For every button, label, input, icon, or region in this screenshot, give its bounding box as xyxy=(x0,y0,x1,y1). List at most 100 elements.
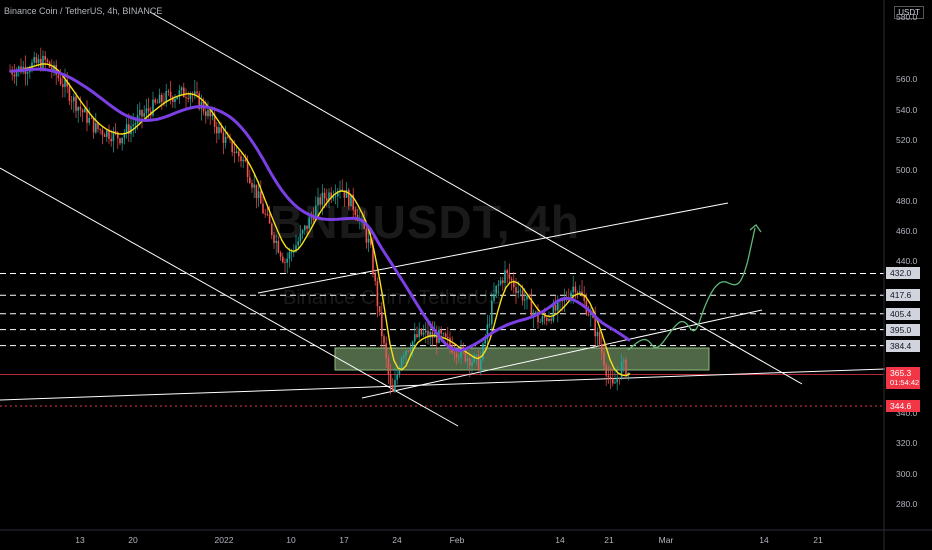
candle-body xyxy=(374,273,376,282)
candle-body xyxy=(284,262,286,264)
candle-body xyxy=(409,349,412,351)
candle-body xyxy=(194,91,196,95)
candle-body xyxy=(246,161,249,178)
candle-body xyxy=(117,132,119,139)
level-price-label[interactable]: 405.4 xyxy=(886,307,920,320)
candle-body xyxy=(466,358,469,362)
candle-body xyxy=(543,316,546,318)
candle-body xyxy=(275,240,277,244)
candle-body xyxy=(337,190,339,197)
candle-body xyxy=(510,278,513,281)
candle-body xyxy=(264,213,266,215)
candle-body xyxy=(587,314,590,316)
candle-body xyxy=(607,375,610,377)
candle-body xyxy=(161,94,163,102)
low-price-label[interactable]: 344.6 xyxy=(886,400,920,413)
candle-body xyxy=(88,117,90,123)
candle-body xyxy=(18,66,20,71)
candle-body xyxy=(425,330,427,333)
candle-body xyxy=(502,280,504,283)
candle-body xyxy=(623,359,625,362)
candle-body xyxy=(198,93,200,109)
price-tick: 300.0 xyxy=(896,468,918,479)
candle-body xyxy=(233,152,236,154)
candle-body xyxy=(372,245,374,274)
candle-body xyxy=(341,189,343,191)
candle-body xyxy=(532,312,535,317)
candle-body xyxy=(282,256,284,263)
candle-body xyxy=(576,292,579,294)
candle-body xyxy=(561,300,563,302)
candle-body xyxy=(387,358,390,375)
candle-body xyxy=(365,228,368,243)
candle-body xyxy=(403,355,405,359)
level-price-label[interactable]: 432.0 xyxy=(886,267,920,280)
price-tick: 580.0 xyxy=(896,12,918,22)
candle-body xyxy=(42,55,44,69)
candle-body xyxy=(260,191,262,204)
candle-body xyxy=(614,382,616,384)
candle-body xyxy=(521,290,524,301)
candle-body xyxy=(57,74,60,79)
time-tick: 21 xyxy=(813,535,823,545)
candle-body xyxy=(114,130,117,133)
candle-body xyxy=(345,189,348,198)
candle-body xyxy=(392,385,394,392)
bar-countdown: 01:54:42 xyxy=(890,377,920,387)
candle-body xyxy=(306,225,308,229)
candle-body xyxy=(119,138,121,144)
candle-body xyxy=(497,284,500,286)
candle-body xyxy=(583,296,585,301)
trend-line xyxy=(0,167,459,427)
candle-body xyxy=(414,334,416,342)
candle-body xyxy=(396,374,398,380)
candle-body xyxy=(418,328,420,338)
candle-body xyxy=(81,109,84,113)
candle-body xyxy=(301,230,304,234)
trend-line xyxy=(0,368,886,401)
candle-body xyxy=(154,99,156,103)
level-price-label[interactable]: 395.0 xyxy=(886,323,920,336)
level-price-label[interactable]: 384.4 xyxy=(886,339,920,352)
symbol-header[interactable]: Binance Coin / TetherUS, 4h, BINANCE xyxy=(4,6,163,16)
candle-body xyxy=(480,359,482,371)
candle-body xyxy=(308,217,310,229)
last-price-label[interactable]: 365.3 01:54:42 xyxy=(886,366,920,389)
candle-body xyxy=(473,355,475,362)
candle-body xyxy=(240,156,242,162)
candle-body xyxy=(405,350,407,356)
candle-body xyxy=(187,98,189,100)
candle-body xyxy=(460,346,462,358)
candle-body xyxy=(328,192,330,201)
candle-body xyxy=(66,79,68,87)
candle-body xyxy=(152,99,154,116)
candle-body xyxy=(253,184,255,188)
candle-body xyxy=(213,113,216,127)
price-tick: 540.0 xyxy=(896,104,918,115)
candle-body xyxy=(447,336,449,338)
candle-body xyxy=(99,129,101,130)
time-tick: Mar xyxy=(658,535,674,545)
candle-body xyxy=(273,235,275,244)
candle-body xyxy=(429,331,431,338)
candle-body xyxy=(244,159,247,162)
price-tick: 320.0 xyxy=(896,438,918,449)
candle-body xyxy=(132,124,134,127)
candle-body xyxy=(541,316,544,323)
candle-body xyxy=(86,108,88,123)
candle-body xyxy=(51,67,53,71)
currency-badge[interactable]: USDT xyxy=(894,6,924,19)
candle-body xyxy=(491,300,493,324)
candle-body xyxy=(112,130,115,142)
candle-body xyxy=(598,331,601,345)
candle-body xyxy=(427,330,429,338)
candle-body xyxy=(376,281,379,307)
candle-body xyxy=(618,377,621,379)
candle-body xyxy=(513,280,515,288)
price-tick: 340.0 xyxy=(896,408,918,418)
candle-body xyxy=(548,318,550,321)
level-price-label[interactable]: 417.6 xyxy=(886,289,920,302)
candle-body xyxy=(332,196,335,199)
